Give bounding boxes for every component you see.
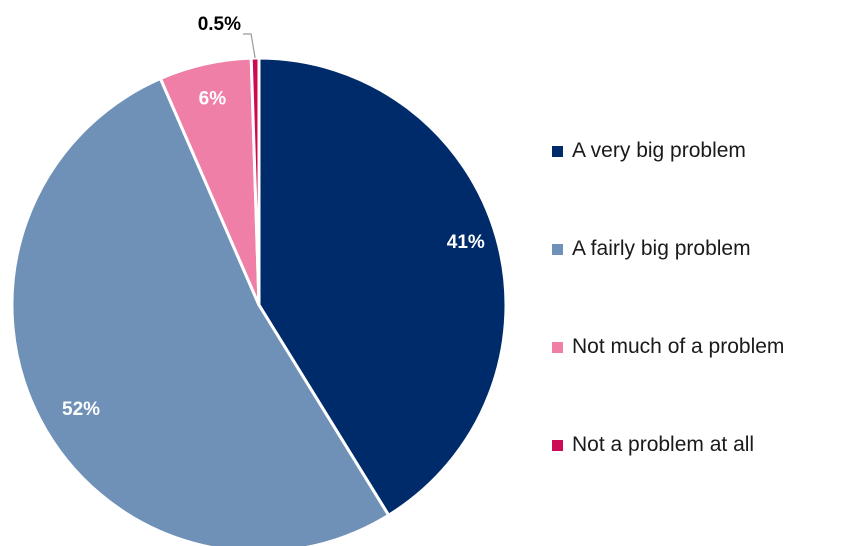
slice-label-not-at-all: 0.5% [198,14,241,35]
legend: A very big problem A fairly big problem … [552,138,784,530]
slice-not-a-problem [249,56,261,307]
legend-label: A very big problem [572,139,746,162]
legend-label: A fairly big problem [572,237,751,260]
legend-swatch [552,440,563,451]
legend-item-not-much: Not much of a problem [552,334,784,432]
slice-very-big-problem [257,56,508,517]
slice-label-not-much: 6% [199,89,227,110]
slice-label-fairly-big: 52% [62,399,100,420]
legend-item-fairly-big: A fairly big problem [552,236,784,334]
legend-swatch [552,244,563,255]
legend-item-very-big: A very big problem [552,138,784,236]
legend-swatch [552,342,563,353]
legend-label: Not a problem at all [572,433,755,456]
legend-swatch [552,146,563,157]
legend-item-not-at-all: Not a problem at all [552,432,784,530]
slice-label-very-big: 41% [447,232,485,253]
slice-leader-line [243,33,256,59]
legend-label: Not much of a problem [572,335,785,358]
slice-fairly-big-problem [10,77,391,546]
